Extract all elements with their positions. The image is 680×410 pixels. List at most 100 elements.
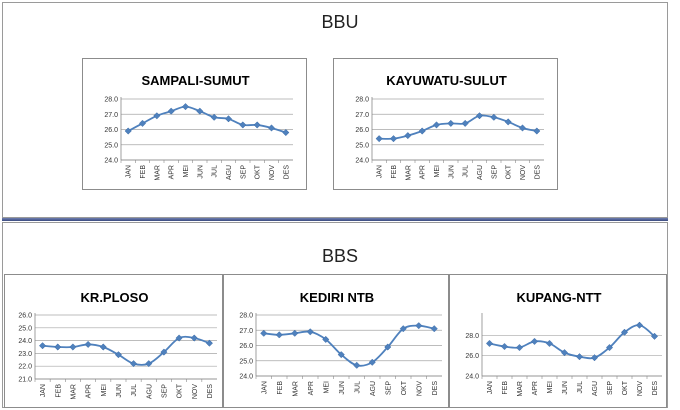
x-tick-label: JUN (448, 165, 455, 179)
x-tick-label: MEI (547, 381, 554, 394)
y-tick-label: 24.0 (239, 374, 253, 381)
x-tick-label: MEI (323, 381, 330, 394)
chart-svg: KUPANG-NTT 28.0 26.0 24.0 JAN FEB MAR APR MEI JUN… (465, 290, 662, 397)
data-point (635, 321, 644, 329)
data-point (190, 334, 198, 342)
data-point (461, 119, 469, 127)
x-tick-label: APR (420, 165, 427, 179)
x-tick-label: MEI (101, 384, 108, 397)
x-tick-label: AGU (477, 165, 484, 180)
x-tick-label: AGU (370, 381, 377, 396)
x-tick-label: FEB (277, 381, 284, 395)
data-point (418, 127, 426, 135)
y-tick-label: 28.0 (465, 333, 479, 340)
y-tick-label: 28.0 (104, 97, 118, 104)
x-tick-label: APR (86, 384, 93, 398)
data-point (590, 354, 599, 362)
series-line (489, 324, 656, 360)
data-point (124, 127, 132, 135)
y-tick-label: 26.0 (18, 313, 32, 320)
y-tick-label: 21.0 (18, 377, 32, 384)
data-point (153, 112, 161, 120)
data-point (485, 339, 494, 348)
data-point (322, 335, 330, 343)
data-point (375, 135, 383, 143)
data-point (267, 124, 276, 132)
data-point (138, 119, 147, 127)
x-tick-label: AGU (592, 381, 599, 396)
x-tick-label: FEB (140, 165, 147, 179)
y-tick-label: 25.0 (18, 325, 32, 332)
data-point (282, 128, 290, 137)
x-tick-label: OKT (255, 164, 262, 179)
x-tick-label: SEP (161, 384, 168, 398)
y-tick-label: 27.0 (355, 112, 369, 119)
data-point (175, 334, 183, 342)
x-tick-label: APR (169, 165, 176, 179)
data-point (114, 351, 122, 359)
x-tick-label: FEB (391, 165, 398, 179)
x-tick-label: SEP (491, 165, 498, 179)
chart-title: KEDIRI NTB (300, 290, 374, 305)
data-point (84, 340, 92, 348)
y-tick-label: 24.0 (18, 338, 32, 345)
x-tick-label: OKT (177, 383, 184, 398)
x-tick-label: DES (432, 381, 439, 396)
data-point (389, 135, 398, 143)
y-tick-label: 25.0 (239, 358, 253, 365)
data-point (145, 360, 153, 368)
x-tick-label: DES (207, 384, 214, 399)
y-tick-label: 25.0 (104, 142, 118, 149)
x-tick-label: AGU (226, 165, 233, 180)
data-point (545, 339, 554, 348)
x-tick-label: APR (532, 381, 539, 395)
data-point (415, 322, 423, 330)
data-point (620, 328, 629, 336)
data-point (260, 329, 268, 337)
data-point (504, 118, 512, 126)
x-tick-label: AGU (146, 384, 153, 399)
chart-title: KUPANG-NTT (517, 290, 602, 305)
data-point (167, 107, 175, 115)
y-tick-label: 24.0 (465, 374, 479, 381)
data-point (399, 325, 407, 333)
y-tick-label: 24.0 (104, 158, 118, 165)
y-tick-label: 28.0 (239, 313, 253, 320)
y-tick-label: 23.0 (18, 351, 32, 358)
x-tick-label: MEI (434, 165, 441, 178)
x-tick-label: JUN (116, 384, 123, 398)
y-tick-label: 28.0 (355, 97, 369, 104)
data-point (253, 121, 261, 129)
data-point (500, 342, 509, 351)
data-point (518, 124, 527, 132)
x-tick-label: NOV (269, 165, 276, 181)
x-tick-label: APR (308, 381, 315, 395)
chart-kayuwatu-sulut: KAYUWATU-SULUT 28.0 27.0 26.0 25.0 24.0 JAN FEB… (333, 58, 558, 190)
data-point (515, 343, 524, 352)
x-tick-label: JAN (487, 381, 494, 394)
series-line (379, 114, 538, 140)
y-tick-label: 26.0 (104, 127, 118, 134)
x-tick-label: JUL (577, 381, 584, 394)
x-tick-label: JUL (463, 165, 470, 178)
chart-title: KR.PLOSO (81, 290, 149, 305)
y-tick-label: 27.0 (239, 328, 253, 335)
chart-title: SAMPALI-SUMUT (141, 73, 249, 88)
x-tick-label: MAR (154, 165, 161, 181)
x-tick-label: SEP (607, 381, 614, 395)
y-tick-label: 26.0 (239, 343, 253, 350)
data-point (575, 353, 584, 361)
data-point (533, 127, 541, 135)
data-point (384, 343, 392, 351)
data-point (475, 112, 484, 120)
x-tick-label: MAR (405, 165, 412, 181)
x-tick-label: OKT (506, 164, 513, 179)
y-tick-label: 25.0 (355, 142, 369, 149)
data-point (99, 343, 107, 351)
data-point (530, 337, 539, 345)
bbs-section-title: BBS (321, 246, 359, 266)
x-tick-label: NOV (637, 381, 644, 397)
data-point (353, 361, 361, 369)
data-point (210, 113, 218, 121)
data-point (306, 328, 314, 336)
